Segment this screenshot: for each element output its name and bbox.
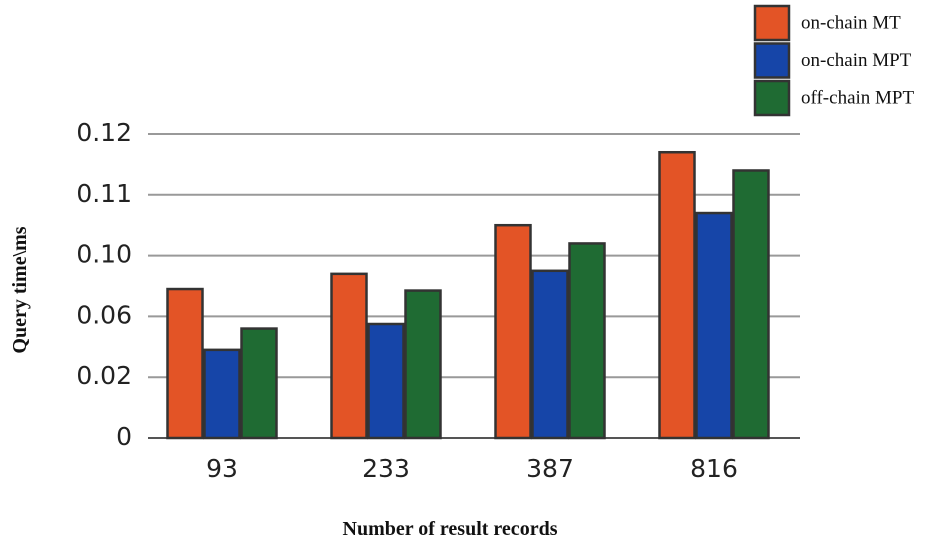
y-tick-label: 0 [116, 422, 132, 451]
bar [494, 223, 532, 440]
x-tick-label: 387 [526, 454, 574, 483]
y-tick-label: 0.02 [76, 361, 132, 390]
bar [404, 289, 442, 440]
y-axis-label: Query time\ms [9, 226, 31, 353]
y-tick-label: 0.12 [76, 118, 132, 147]
legend-label: on-chain MT [801, 12, 901, 33]
y-tick-label: 0.11 [76, 179, 132, 208]
y-tick-label: 0.06 [76, 300, 132, 329]
legend-label: off-chain MPT [801, 87, 914, 108]
x-tick-label: 816 [690, 454, 738, 483]
x-tick-label: 93 [206, 454, 238, 483]
x-tick-label: 233 [362, 454, 410, 483]
bar [568, 242, 606, 440]
bar [732, 169, 770, 440]
bar [531, 269, 569, 440]
y-tick-label: 0.10 [76, 240, 132, 269]
legend-swatch [753, 42, 791, 79]
bar [658, 150, 696, 440]
bar [240, 327, 278, 440]
legend-swatch [753, 4, 791, 42]
legend-label: on-chain MPT [801, 50, 912, 71]
bar [695, 211, 733, 440]
bar [330, 272, 368, 440]
bar [166, 287, 204, 440]
bar [203, 348, 241, 440]
x-axis-label: Number of result records [343, 518, 558, 540]
bar [367, 322, 405, 440]
legend-swatch [753, 79, 791, 117]
